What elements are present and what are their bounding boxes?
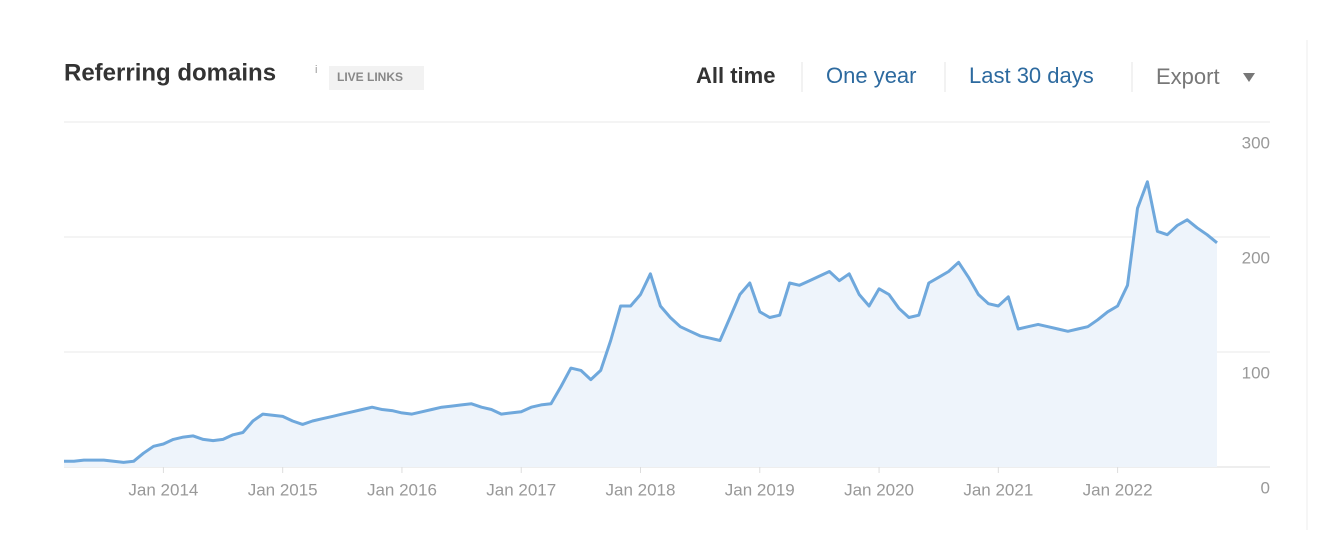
range-tab[interactable]: All time	[696, 63, 775, 88]
info-icon[interactable]: i	[315, 64, 317, 76]
subtitle-badge	[329, 66, 424, 90]
x-tick-label: Jan 2021	[963, 480, 1033, 499]
chart-subtitle: LIVE LINKS	[337, 70, 403, 84]
x-tick-label: Jan 2019	[725, 480, 795, 499]
export-button[interactable]: Export	[1156, 64, 1220, 89]
x-tick-label: Jan 2022	[1083, 480, 1153, 499]
y-tick-label: 100	[1242, 363, 1270, 382]
x-tick-label: Jan 2016	[367, 480, 437, 499]
y-tick-label: 0	[1261, 478, 1270, 497]
x-tick-label: Jan 2015	[248, 480, 318, 499]
range-tab[interactable]: One year	[826, 63, 917, 88]
export-caret[interactable]	[1243, 73, 1255, 82]
chart-title: Referring domains	[64, 59, 276, 86]
x-tick-label: Jan 2020	[844, 480, 914, 499]
x-tick-label: Jan 2014	[128, 480, 198, 499]
line	[64, 180, 1218, 464]
range-tab[interactable]: Last 30 days	[969, 63, 1094, 88]
y-tick-label: 200	[1242, 248, 1270, 267]
area	[64, 181, 1217, 468]
y-tick-label: 300	[1242, 133, 1270, 152]
x-tick-label: Jan 2018	[606, 480, 676, 499]
x-tick-label: Jan 2017	[486, 480, 556, 499]
